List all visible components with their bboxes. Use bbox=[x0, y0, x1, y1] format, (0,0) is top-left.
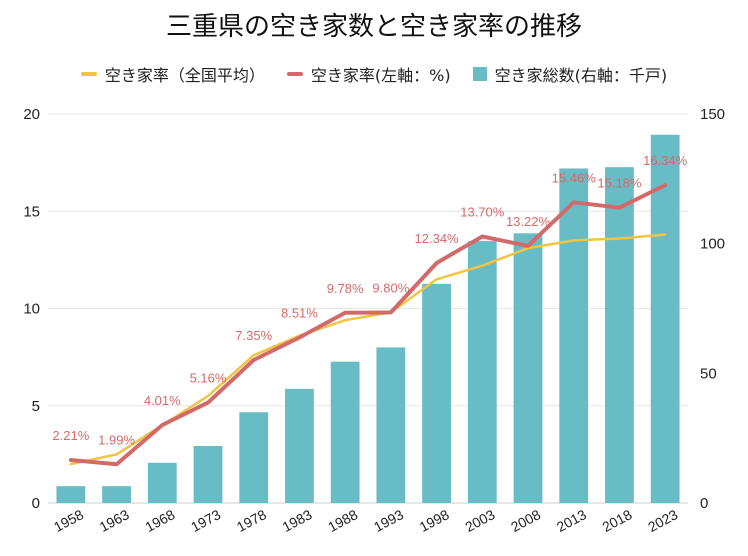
data-label-mie-rate: 7.35% bbox=[235, 328, 272, 343]
chart-legend: 空き家率（全国平均） 空き家率(左軸：%) 空き家総数(右軸：千戸) bbox=[0, 62, 748, 86]
data-label-mie-rate: 15.18% bbox=[597, 176, 642, 191]
y-left-tick-label: 10 bbox=[23, 301, 40, 318]
y-right-tick-label: 100 bbox=[700, 236, 725, 253]
x-tick-label: 2023 bbox=[645, 506, 680, 535]
bar-vacant-total bbox=[467, 241, 497, 503]
data-label-mie-rate: 1.99% bbox=[98, 432, 135, 447]
x-tick-label: 1973 bbox=[188, 506, 223, 535]
bar-vacant-total bbox=[330, 361, 360, 503]
data-label-mie-rate: 2.21% bbox=[52, 428, 89, 443]
line-mie-rate bbox=[68, 183, 668, 467]
x-tick-label: 1983 bbox=[280, 506, 315, 535]
legend-item-vacant-total: 空き家総数(右軸：千戸) bbox=[472, 62, 668, 86]
bar-vacant-total bbox=[239, 412, 269, 503]
data-label-mie-rate: 12.34% bbox=[415, 231, 460, 246]
bar-vacant-total bbox=[559, 168, 589, 503]
y-right-tick-label: 150 bbox=[700, 106, 725, 123]
y-right-tick-label: 50 bbox=[700, 365, 717, 382]
legend-swatch-vacant-total bbox=[472, 67, 487, 81]
data-label-mie-rate: 4.01% bbox=[144, 393, 181, 408]
data-label-mie-rate: 8.51% bbox=[281, 305, 318, 320]
x-tick-label: 1993 bbox=[371, 506, 406, 535]
data-label-mie-rate: 9.78% bbox=[327, 281, 364, 296]
bar-vacant-total bbox=[513, 233, 543, 503]
bar-vacant-total bbox=[102, 486, 131, 503]
y-left-tick-label: 5 bbox=[32, 398, 40, 415]
legend-swatch-national-rate bbox=[80, 72, 97, 76]
legend-label-vacant-total: 空き家総数(右軸：千戸) bbox=[494, 66, 668, 85]
bar-vacant-total bbox=[422, 283, 451, 503]
legend-label-national-rate: 空き家率（全国平均） bbox=[104, 66, 265, 85]
x-tick-label: 2003 bbox=[462, 506, 497, 535]
x-tick-label: 2018 bbox=[600, 506, 635, 535]
data-label-mie-rate: 13.22% bbox=[506, 214, 551, 229]
bar-vacant-total bbox=[56, 486, 86, 503]
legend-item-national-rate: 空き家率（全国平均） bbox=[80, 62, 265, 86]
x-tick-label: 1978 bbox=[234, 506, 269, 535]
data-label-mie-rate: 13.70% bbox=[460, 205, 505, 220]
bar-vacant-total bbox=[650, 134, 680, 503]
x-tick-label: 1968 bbox=[142, 506, 177, 535]
bar-vacant-total bbox=[376, 347, 406, 503]
data-label-mie-rate: 5.16% bbox=[190, 371, 227, 386]
x-tick-label: 1988 bbox=[325, 506, 360, 535]
data-label-mie-rate: 15.46% bbox=[552, 170, 597, 185]
bar-vacant-total bbox=[605, 167, 634, 503]
bar-vacant-total bbox=[193, 445, 223, 503]
x-tick-label: 2013 bbox=[554, 506, 589, 535]
y-right-tick-label: 0 bbox=[700, 495, 708, 512]
bar-vacant-total bbox=[147, 462, 177, 503]
y-left-tick-label: 20 bbox=[23, 106, 40, 123]
y-left-tick-label: 0 bbox=[32, 495, 40, 512]
chart-title: 三重県の空き家数と空き家率の推移 bbox=[165, 12, 582, 42]
legend-swatch-mie-rate bbox=[286, 72, 303, 76]
y-left-tick-label: 15 bbox=[23, 203, 40, 220]
legend-label-mie-rate: 空き家率(左軸：%) bbox=[310, 66, 451, 85]
x-tick-label: 1958 bbox=[51, 506, 86, 535]
x-tick-label: 1998 bbox=[417, 506, 452, 535]
legend-item-mie-rate: 空き家率(左軸：%) bbox=[286, 62, 451, 86]
x-tick-label: 2008 bbox=[508, 506, 543, 535]
data-label-mie-rate: 16.34% bbox=[643, 153, 688, 168]
x-tick-label: 1963 bbox=[97, 506, 132, 535]
bar-vacant-total bbox=[285, 388, 314, 503]
data-label-mie-rate: 9.80% bbox=[372, 280, 409, 295]
